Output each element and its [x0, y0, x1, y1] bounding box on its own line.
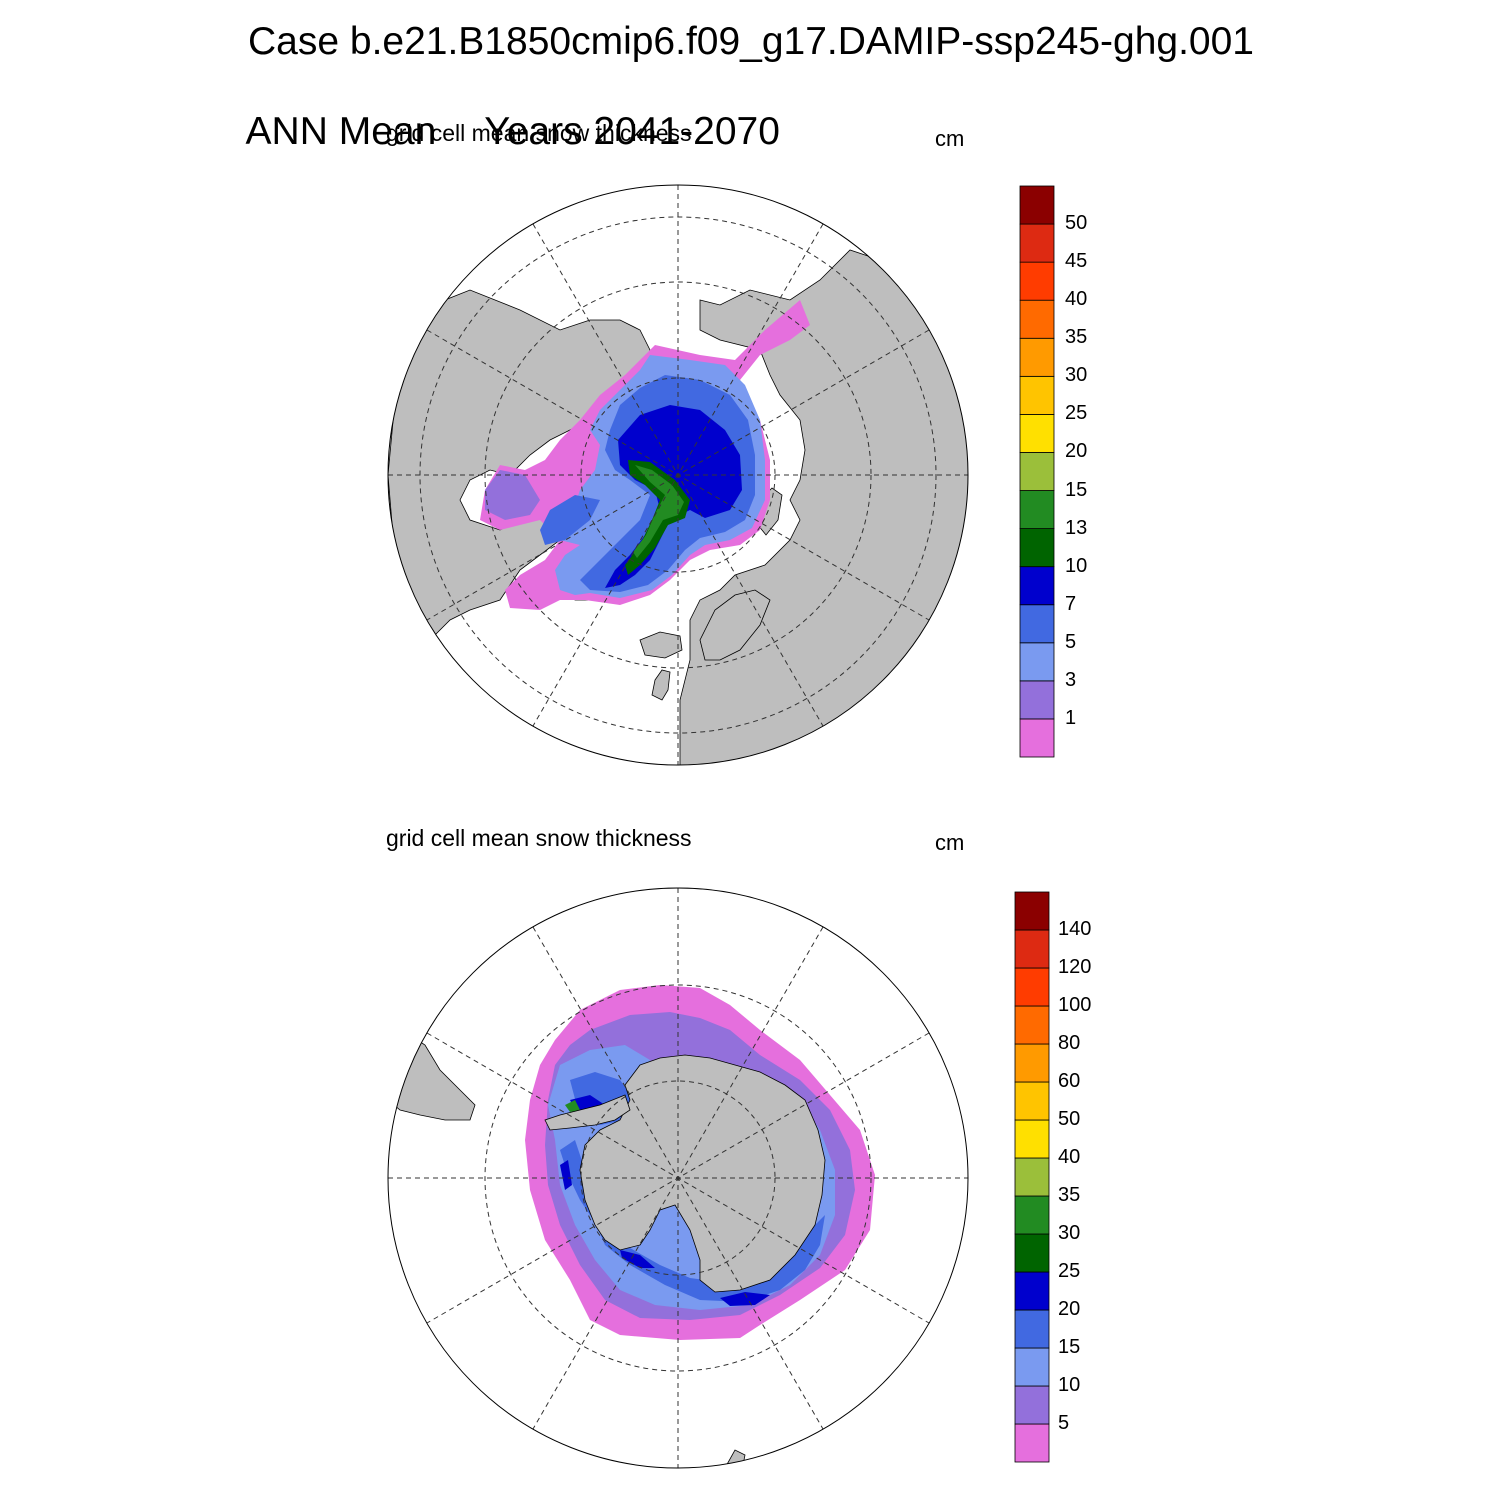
colorbar-swatch [1014, 1309, 1050, 1349]
panel-2-units: cm [935, 830, 965, 855]
colorbar-tick-label: 10 [1065, 554, 1088, 577]
colorbar-swatch [1019, 337, 1055, 377]
colorbar-tick-label: 35 [1065, 326, 1088, 349]
south-polar-map [387, 887, 969, 1469]
colorbar-swatch [1019, 223, 1055, 263]
colorbar-tick-label: 140 [1058, 918, 1092, 940]
season-label: ANN Mean [245, 110, 437, 153]
colorbar-swatch [1019, 299, 1055, 339]
colorbar-tick-label: 30 [1065, 364, 1088, 387]
colorbar-swatch [1019, 680, 1055, 720]
iceland-land [639, 631, 683, 659]
north-america-land [388, 289, 651, 641]
north-colorbar [1019, 185, 1055, 758]
colorbar-tick-label: 3 [1065, 668, 1077, 691]
colorbar-swatch [1019, 642, 1055, 682]
years-label: Years 2041-2070 [484, 110, 780, 153]
colorbar-tick-label: 25 [1058, 1260, 1081, 1282]
colorbar-tick-label: 80 [1058, 1032, 1081, 1054]
colorbar-tick-label: 40 [1065, 288, 1088, 311]
colorbar-tick-label: 50 [1065, 212, 1088, 235]
colorbar-swatch [1019, 566, 1055, 606]
colorbar-tick-label: 45 [1065, 250, 1088, 273]
panel-1-title: grid cell mean snow thickness [386, 120, 692, 146]
colorbar-tick-label: 100 [1058, 994, 1092, 1016]
south-snow-band-6 [565, 1100, 580, 1112]
uk-land [651, 669, 671, 701]
colorbar-swatch [1014, 1271, 1050, 1311]
colorbar-swatch [1019, 490, 1055, 529]
colorbar-swatch [1019, 604, 1055, 644]
colorbar-tick-label: 20 [1065, 440, 1088, 463]
north-snow-band-2 [485, 470, 540, 520]
colorbar-tick-label: 10 [1058, 1374, 1081, 1396]
colorbar-tick-label: 50 [1058, 1108, 1081, 1130]
colorbar-tick-label: 20 [1058, 1298, 1081, 1320]
panel-1-units: cm [935, 126, 965, 151]
colorbar-tick-label: 15 [1058, 1336, 1081, 1358]
north-snow-band-7 [633, 465, 684, 558]
colorbar-swatch [1014, 967, 1050, 1007]
colorbar-tick-label: 30 [1058, 1222, 1081, 1244]
colorbar-tick-label: 15 [1065, 478, 1088, 501]
period-title: ANN Mean Years 2041-2070 [226, 66, 780, 154]
colorbar-swatch [1014, 1157, 1050, 1197]
colorbar-swatch [1014, 1195, 1050, 1235]
colorbar-tick-label: 120 [1058, 956, 1092, 978]
colorbar-tick-label: 5 [1058, 1412, 1070, 1434]
colorbar-tick-label: 35 [1058, 1184, 1081, 1206]
colorbar-swatch [1014, 1347, 1050, 1387]
south-snow-band-4 [560, 1072, 825, 1302]
scandinavia-land [699, 589, 771, 661]
colorbar-swatch [1019, 261, 1055, 301]
colorbar-tick-label: 60 [1058, 1070, 1081, 1092]
colorbar-swatch [1019, 718, 1055, 758]
colorbar-tick-label: 13 [1065, 516, 1088, 539]
colorbar-swatch [1019, 185, 1055, 225]
north-graticule [388, 185, 968, 765]
colorbar-swatch [1014, 1423, 1050, 1463]
colorbar-swatch [1014, 1081, 1050, 1121]
colorbar-swatch [1014, 1005, 1050, 1045]
south-colorbar [1014, 891, 1050, 1463]
case-title: Case b.e21.B1850cmip6.f09_g17.DAMIP-ssp2… [248, 20, 1254, 63]
colorbar-swatch [1014, 1043, 1050, 1083]
colorbar-swatch [1019, 452, 1055, 491]
colorbar-swatch [1014, 929, 1050, 969]
north-snow-band-4b [540, 495, 600, 545]
colorbar-swatch [1019, 528, 1055, 568]
colorbar-swatch [1014, 1119, 1050, 1159]
antarctic-peninsula-land [544, 1094, 631, 1131]
colorbar-swatch [1014, 891, 1050, 931]
colorbar-tick-label: 5 [1065, 630, 1077, 653]
south-graticule [388, 888, 968, 1468]
colorbar-tick-label: 1 [1065, 706, 1077, 729]
colorbar-tick-label: 40 [1058, 1146, 1081, 1168]
colorbar-swatch [1014, 1233, 1050, 1273]
north-polar-map [387, 184, 969, 766]
colorbar-swatch [1019, 413, 1055, 453]
panel-2-title: grid cell mean snow thickness [386, 825, 692, 851]
colorbar-swatch [1019, 375, 1055, 415]
colorbar-swatch [1014, 1385, 1050, 1425]
colorbar-tick-label: 25 [1065, 402, 1088, 425]
colorbar-tick-label: 7 [1065, 592, 1077, 615]
